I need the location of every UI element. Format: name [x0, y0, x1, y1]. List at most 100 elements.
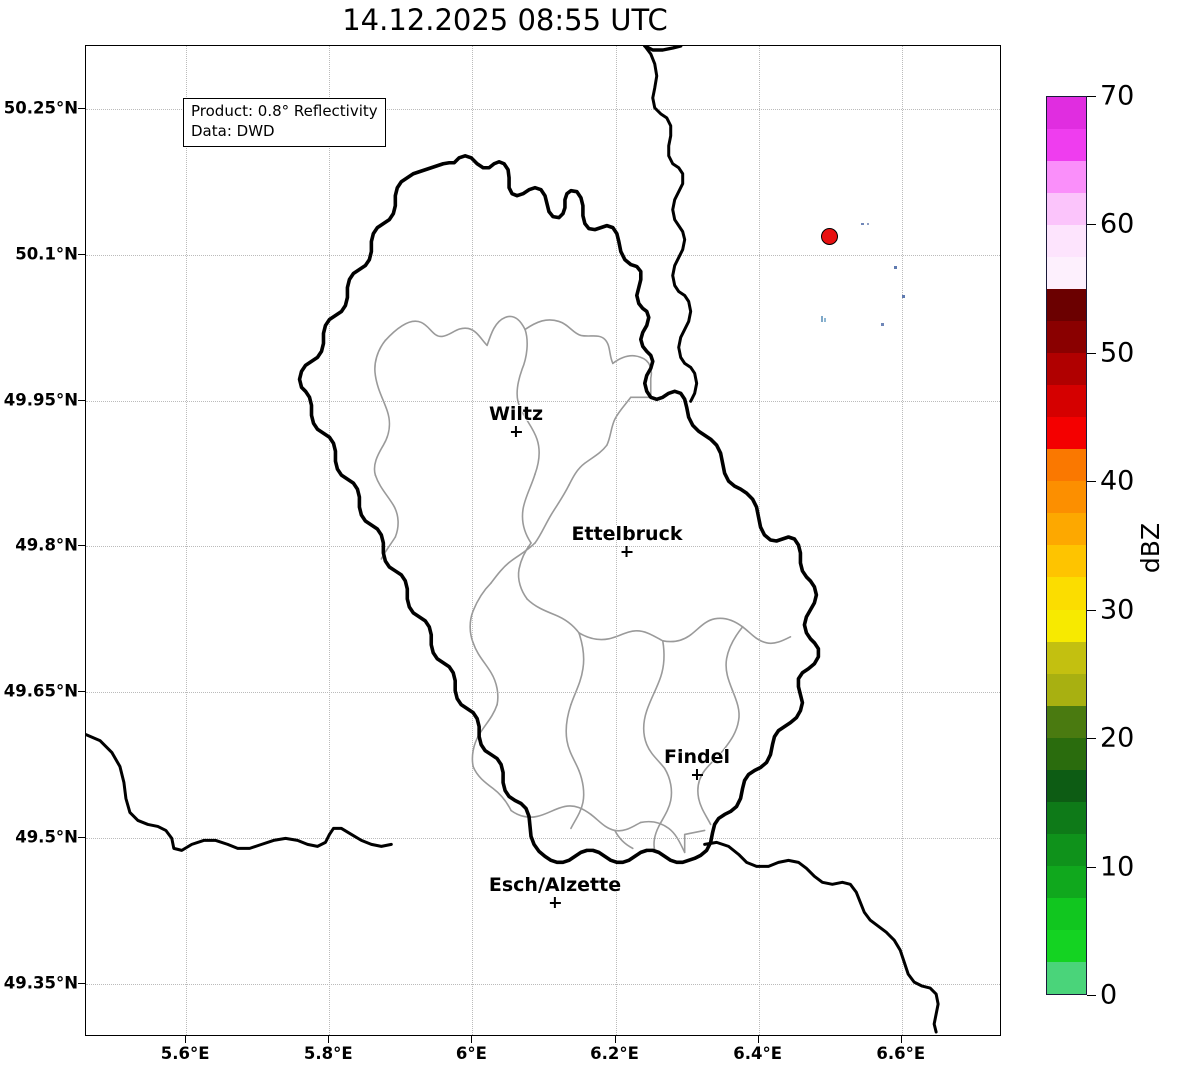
y-axis-tick-mark: [78, 108, 85, 110]
city-label: Wiltz: [488, 403, 544, 425]
cross-icon: [691, 769, 703, 780]
colorbar-band: [1047, 705, 1086, 738]
colorbar-band: [1047, 161, 1086, 194]
colorbar-band: [1047, 609, 1086, 642]
x-axis-tick-mark: [614, 1036, 616, 1043]
colorbar-tick-mark: [1087, 224, 1096, 226]
colorbar-tick-label: 70: [1100, 80, 1135, 112]
cross-icon: [510, 426, 522, 437]
y-axis-tick-mark: [78, 545, 85, 547]
colorbar-tick-mark: [1087, 995, 1096, 996]
gridline-vertical: [615, 46, 617, 1035]
colorbar-tick-label: 10: [1100, 851, 1135, 883]
colorbar-band: [1047, 897, 1086, 930]
colorbar-tick-label: 30: [1100, 594, 1135, 626]
gridline-vertical: [329, 46, 331, 1035]
map-canvas[interactable]: Wiltz Ettelbruck Findel Esch/Alzette Produc…: [85, 45, 1001, 1036]
country-borders: [86, 46, 940, 1034]
colorbar-band: [1047, 673, 1086, 706]
colorbar-tick-mark: [1087, 609, 1096, 611]
x-axis-tick-label: 6.2°E: [590, 1044, 639, 1063]
colorbar-tick-mark: [1087, 866, 1096, 868]
colorbar-band: [1047, 481, 1086, 514]
gridline-horizontal: [86, 254, 1000, 256]
colorbar-band: [1047, 641, 1086, 674]
colorbar-band: [1047, 289, 1086, 322]
colorbar-band: [1047, 417, 1086, 450]
product-info-box: Product: 0.8° Reflectivity Data: DWD: [183, 98, 386, 147]
cross-icon: [621, 546, 633, 557]
radar-echo-pixel: [881, 323, 884, 326]
gridline-vertical: [472, 46, 474, 1035]
radar-echo-pixel: [902, 295, 905, 298]
cross-icon: [549, 897, 561, 908]
city-label: Ettelbruck: [571, 523, 683, 545]
gridline-horizontal: [86, 546, 1000, 548]
colorbar-band: [1047, 321, 1086, 354]
colorbar-tick-mark: [1087, 352, 1096, 354]
colorbar-tick-label: 20: [1100, 722, 1135, 754]
gridline-vertical: [758, 46, 760, 1035]
y-axis-tick-label: 49.35°N: [3, 973, 78, 993]
colorbar-band: [1047, 801, 1086, 834]
city-label: Findel: [663, 746, 731, 768]
colorbar-band: [1047, 97, 1086, 130]
colorbar-band: [1047, 193, 1086, 226]
x-axis-tick-mark: [328, 1036, 330, 1043]
city-marker-wiltz: Wiltz: [489, 403, 543, 437]
y-axis-tick-mark: [78, 399, 85, 401]
x-axis-tick-mark: [471, 1036, 473, 1043]
page-title: 14.12.2025 08:55 UTC: [342, 3, 668, 37]
colorbar-band: [1047, 577, 1086, 610]
gridline-horizontal: [86, 837, 1000, 839]
gridline-horizontal: [86, 109, 1000, 111]
colorbar-band: [1047, 545, 1086, 578]
colorbar-band: [1047, 449, 1086, 482]
y-axis-tick-label: 50.25°N: [3, 98, 78, 118]
x-axis-tick-mark: [757, 1036, 759, 1043]
x-axis-tick-label: 6.4°E: [733, 1044, 783, 1063]
gridline-vertical: [186, 46, 188, 1035]
colorbar-band: [1047, 129, 1086, 162]
colorbar-band: [1047, 929, 1086, 962]
city-marker-ettelbruck: Ettelbruck: [571, 523, 683, 557]
gridline-horizontal: [86, 692, 1000, 694]
colorbar-band: [1047, 225, 1086, 258]
map-geometry: [86, 46, 940, 1034]
colorbar-tick-label: 0: [1100, 979, 1118, 1011]
city-label: Esch/Alzette: [488, 874, 622, 896]
x-axis-tick-mark: [900, 1036, 902, 1043]
gridline-vertical: [901, 46, 903, 1035]
product-line: Product: 0.8° Reflectivity: [191, 102, 378, 120]
x-axis-tick-mark: [185, 1036, 187, 1043]
y-axis-tick-label: 49.8°N: [15, 535, 78, 555]
colorbar-tick-label: 40: [1100, 465, 1135, 497]
colorbar-tick-label: 60: [1100, 208, 1135, 240]
radar-echo-pixel: [821, 316, 823, 322]
colorbar-tick-mark: [1087, 738, 1096, 740]
y-axis-tick-label: 49.95°N: [3, 390, 78, 410]
colorbar-band: [1047, 961, 1086, 994]
colorbar-band: [1047, 353, 1086, 386]
colorbar-band: [1047, 257, 1086, 290]
colorbar-band: [1047, 737, 1086, 770]
x-axis-tick-label: 6°E: [455, 1044, 487, 1063]
colorbar-band: [1047, 833, 1086, 866]
district-borders: [373, 315, 792, 854]
y-axis-tick-label: 50.1°N: [15, 244, 78, 264]
colorbar-tick-mark: [1087, 96, 1096, 97]
colorbar-axis-label: dBZ: [1136, 522, 1165, 574]
x-axis-tick-label: 6.6°E: [876, 1044, 926, 1063]
y-axis-tick-mark: [78, 253, 85, 255]
colorbar-tick-label: 50: [1100, 337, 1135, 369]
city-marker-findel: Findel: [664, 746, 730, 780]
x-axis-tick-label: 5.8°E: [303, 1044, 353, 1063]
y-axis-tick-label: 49.5°N: [15, 827, 78, 847]
colorbar-band: [1047, 865, 1086, 898]
colorbar-tick-mark: [1087, 481, 1096, 483]
radar-station-marker[interactable]: [821, 228, 838, 245]
y-axis-tick-mark: [78, 691, 85, 693]
colorbar[interactable]: [1046, 96, 1087, 995]
radar-echo-pixel: [861, 223, 864, 225]
x-axis-tick-label: 5.6°E: [160, 1044, 210, 1063]
